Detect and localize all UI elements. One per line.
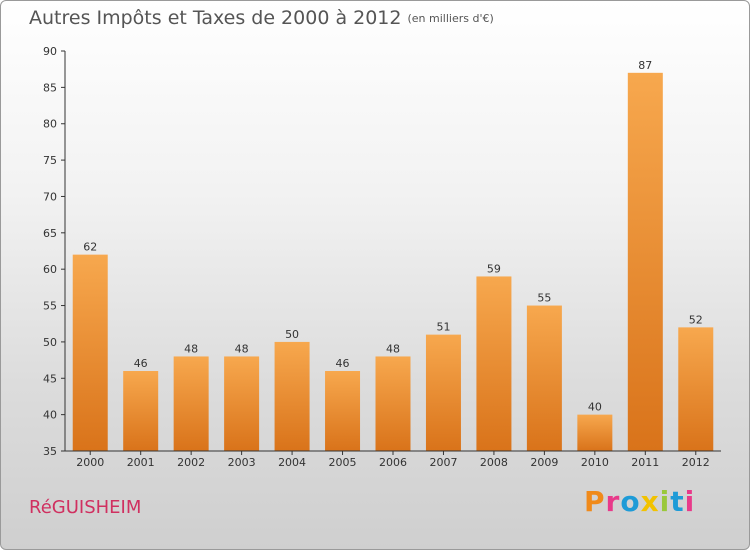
bar-value-label: 48 xyxy=(184,342,198,355)
logo-letter: i xyxy=(684,485,696,518)
bar xyxy=(375,356,411,451)
bar xyxy=(224,356,260,451)
bar xyxy=(274,341,310,451)
bar xyxy=(425,334,461,451)
x-tick-label: 2006 xyxy=(379,456,407,469)
y-tick-label: 90 xyxy=(43,45,57,58)
chart-title: Autres Impôts et Taxes de 2000 à 2012 (en… xyxy=(29,7,494,29)
bar xyxy=(678,327,714,451)
logo-letter: o xyxy=(620,485,641,518)
x-tick-label: 2002 xyxy=(177,456,205,469)
bar-value-label: 52 xyxy=(689,313,703,326)
y-tick-label: 85 xyxy=(43,81,57,94)
x-tick-label: 2012 xyxy=(682,456,710,469)
proxiti-logo[interactable]: Proxiti xyxy=(584,485,695,518)
x-tick-label: 2008 xyxy=(480,456,508,469)
bar-value-label: 48 xyxy=(235,342,249,355)
bar xyxy=(72,254,108,451)
bar-value-label: 51 xyxy=(436,321,450,334)
chart-unit: (en milliers d'€) xyxy=(407,12,494,25)
y-tick-label: 50 xyxy=(43,336,57,349)
y-tick-label: 65 xyxy=(43,227,57,240)
bar xyxy=(577,414,613,451)
logo-letter: x xyxy=(640,485,660,518)
city-name: RéGUISHEIM xyxy=(29,497,142,518)
y-tick-label: 75 xyxy=(43,154,57,167)
bars-group: 62 46 48 48 50 46 48 51 59 55 40 87 52 xyxy=(72,59,714,452)
y-tick-label: 60 xyxy=(43,263,57,276)
bar xyxy=(325,371,361,451)
bar-value-label: 59 xyxy=(487,262,501,275)
axes-group: 35 40 45 50 55 60 65 70 75 80 85 90 2000 2001 2002 2003… xyxy=(43,45,721,469)
x-tick-label: 2000 xyxy=(76,456,104,469)
bar xyxy=(123,371,159,451)
logo-letter: r xyxy=(605,485,621,518)
bar xyxy=(526,305,562,451)
x-tick-label: 2001 xyxy=(127,456,155,469)
bar-value-label: 46 xyxy=(134,357,148,370)
bar xyxy=(627,72,663,452)
bar-value-label: 50 xyxy=(285,328,299,341)
chart-title-text: Autres Impôts et Taxes de 2000 à 2012 xyxy=(29,7,402,29)
logo-letter: t xyxy=(670,485,685,518)
x-tick-label: 2010 xyxy=(581,456,609,469)
x-tick-label: 2007 xyxy=(429,456,457,469)
logo-letter: P xyxy=(584,485,606,518)
y-tick-label: 80 xyxy=(43,118,57,131)
y-tick-label: 35 xyxy=(43,445,57,458)
logo-letter: i xyxy=(659,485,671,518)
bar xyxy=(173,356,209,451)
bar-value-label: 48 xyxy=(386,342,400,355)
x-tick-label: 2003 xyxy=(228,456,256,469)
y-tick-label: 70 xyxy=(43,190,57,203)
bar-value-label: 87 xyxy=(638,59,652,72)
y-tick-label: 45 xyxy=(43,372,57,385)
y-tick-label: 40 xyxy=(43,409,57,422)
x-tick-label: 2005 xyxy=(329,456,357,469)
bar-value-label: 40 xyxy=(588,401,602,414)
x-tick-label: 2009 xyxy=(530,456,558,469)
x-tick-label: 2004 xyxy=(278,456,306,469)
bar-value-label: 46 xyxy=(336,357,350,370)
bar xyxy=(476,276,512,451)
y-tick-label: 55 xyxy=(43,300,57,313)
bar-value-label: 62 xyxy=(83,241,97,254)
x-tick-label: 2011 xyxy=(631,456,659,469)
bar-value-label: 55 xyxy=(537,292,551,305)
